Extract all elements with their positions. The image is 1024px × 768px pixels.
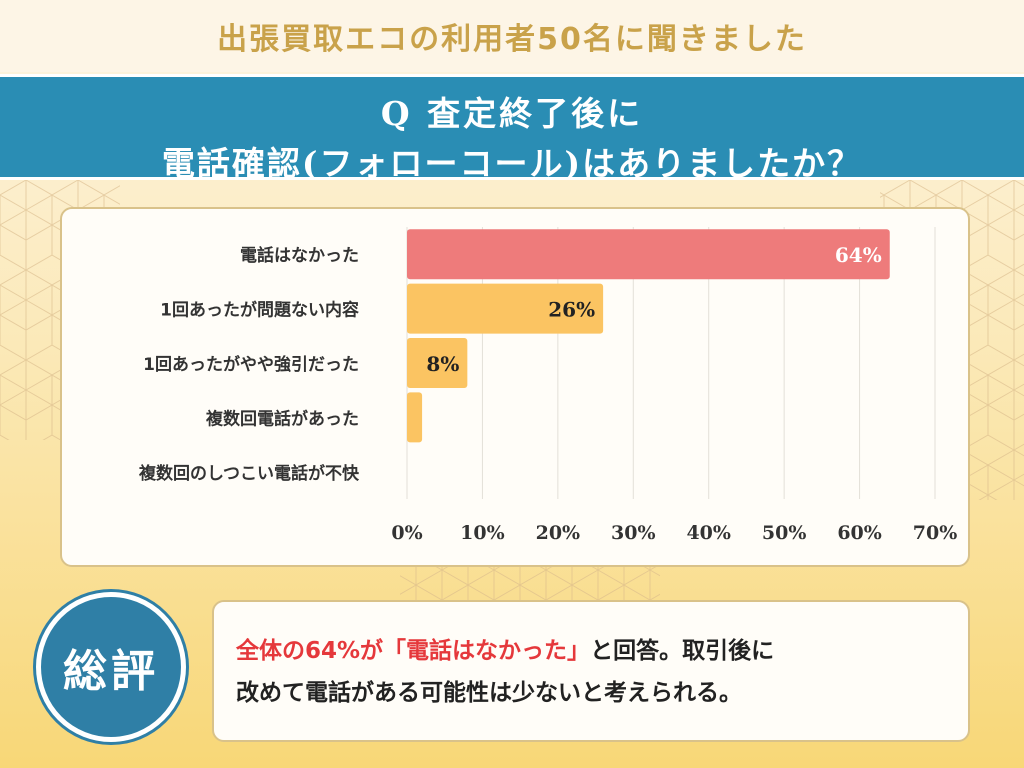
category-label: 電話はなかった bbox=[240, 245, 359, 266]
question-line-2: 電話確認(フォローコール)はありましたか？ bbox=[161, 144, 863, 183]
bar-chart: 0% 10% 20% 30% 40% 50% 60% 70% 電話はなかった 64% 1回あったが問… bbox=[138, 227, 958, 544]
summary-text: 全体の64%が「電話はなかった」と回答。取引後に 改めて電話がある可能性は少ない… bbox=[236, 630, 956, 714]
question-line-1: Q 査定終了後に bbox=[380, 94, 644, 133]
question-banner: Q 査定終了後に 電話確認(フォローコール)はありましたか？ bbox=[0, 74, 1024, 183]
bar-1 bbox=[407, 283, 604, 334]
survey-subtitle: 出張買取エコの利用者50名に聞きました bbox=[217, 22, 807, 57]
x-tick-label-60: 60% bbox=[837, 522, 882, 544]
summary-badge-label: 総評 bbox=[63, 646, 159, 697]
category-label: 複数回電話があった bbox=[205, 408, 359, 429]
x-tick-label-20: 20% bbox=[536, 522, 581, 544]
category-label: 1回あったが問題ない内容 bbox=[160, 300, 359, 321]
value-label-1: 26% bbox=[548, 298, 595, 322]
header-strip bbox=[0, 0, 1024, 72]
value-label-0: 64% bbox=[835, 243, 882, 267]
summary-highlight: 全体の64%が「電話はなかった」 bbox=[236, 638, 591, 664]
x-tick-label-40: 40% bbox=[686, 522, 731, 544]
value-label-2: 8% bbox=[426, 352, 459, 376]
x-tick-label-70: 70% bbox=[913, 522, 958, 544]
x-tick-label-10: 10% bbox=[460, 522, 505, 544]
chart-panel: 0% 10% 20% 30% 40% 50% 60% 70% 電話はなかった 64% 1回あったが問… bbox=[60, 207, 970, 567]
category-label: 複数回のしつこい電話が不快 bbox=[138, 463, 360, 484]
x-tick-label-30: 30% bbox=[611, 522, 656, 544]
bar-3 bbox=[407, 392, 423, 443]
summary-panel: 全体の64%が「電話はなかった」と回答。取引後に 改めて電話がある可能性は少ない… bbox=[212, 600, 970, 742]
summary-badge: 総評 bbox=[36, 592, 186, 742]
bar-0 bbox=[407, 229, 890, 280]
x-tick-label-50: 50% bbox=[762, 522, 807, 544]
summary-line2: 改めて電話がある可能性は少ないと考えられる。 bbox=[236, 680, 742, 706]
x-tick-label-0: 0% bbox=[391, 522, 422, 544]
bar-2 bbox=[407, 338, 468, 388]
category-label: 1回あったがやや強引だった bbox=[143, 354, 359, 375]
summary-rest-line1: と回答。取引後に bbox=[590, 638, 775, 664]
